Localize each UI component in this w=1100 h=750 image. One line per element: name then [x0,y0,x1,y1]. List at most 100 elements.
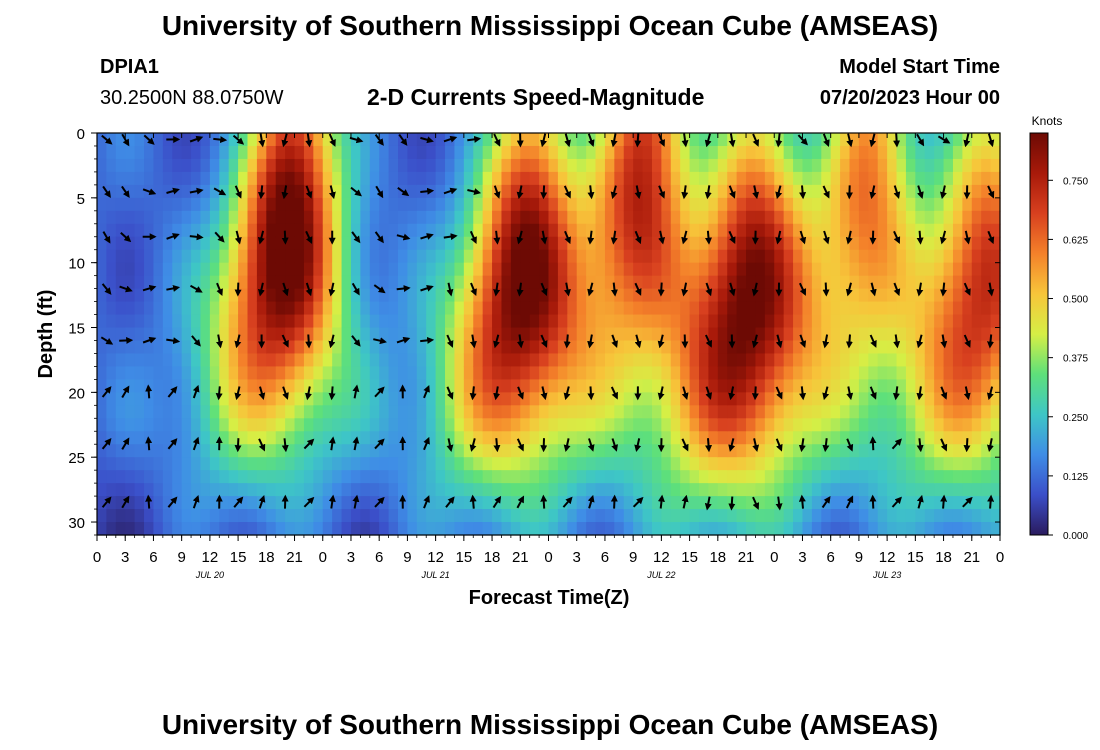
heatmap-cell [661,158,672,173]
heatmap-cell [689,314,700,329]
heatmap-cell [435,470,446,484]
heatmap-cell [840,275,851,290]
heatmap-cell [586,275,597,290]
heatmap-cell [313,210,324,225]
heatmap-cell [708,444,719,458]
heatmap-cell [219,197,230,212]
heatmap-cell [454,327,465,342]
heatmap-cell [313,470,324,484]
heatmap-cell [200,327,211,342]
heatmap-cell [266,262,277,277]
heatmap-cell [115,366,126,380]
heatmap-cell [670,444,681,458]
heatmap-cell [529,171,540,186]
heatmap-cell [877,483,888,497]
heatmap-cell [830,288,841,303]
heatmap-cell [708,197,719,212]
heatmap-cell [125,275,136,290]
heatmap-cell [595,509,606,523]
heatmap-cell [209,171,220,186]
heatmap-cell [172,353,183,368]
heatmap-cell [642,210,653,225]
heatmap-cell [398,314,409,329]
heatmap-cell [209,314,220,329]
heatmap-cell [567,418,578,432]
heatmap-cell [520,327,531,342]
heatmap-cell [746,314,757,329]
heatmap-cell [727,379,738,393]
heatmap-cell [454,275,465,290]
heatmap-cell [905,145,916,160]
heatmap-cell [633,223,644,238]
heatmap-cell [191,405,202,419]
current-arrow [191,335,201,347]
heatmap-cell [802,275,813,290]
heatmap-cell [633,145,644,160]
heatmap-cell [463,392,474,406]
heatmap-cell [162,210,173,225]
heatmap-cell [492,366,503,380]
heatmap-cell [981,509,992,523]
heatmap-cell [97,327,108,342]
current-arrow [799,230,807,245]
heatmap-cell [764,444,775,458]
heatmap-cell [285,223,296,238]
heatmap-cell [209,249,220,264]
heatmap-cell [115,197,126,212]
heatmap-cell [369,301,380,316]
heatmap-cell [971,184,982,199]
heatmap-cell [97,133,108,147]
heatmap-cell [191,457,202,471]
heatmap-cell [228,236,239,251]
heatmap-cell [501,340,512,355]
heatmap-cell [144,457,155,471]
heatmap-cell [924,340,935,355]
heatmap-cell [595,522,606,536]
heatmap-cell [181,275,192,290]
heatmap-cell [934,301,945,316]
heatmap-cell [557,509,568,523]
heatmap-cell [943,314,954,329]
heatmap-cell [341,496,352,510]
heatmap-cell [172,171,183,186]
heatmap-cell [256,249,267,264]
heatmap-cell [341,184,352,199]
heatmap-cell [623,210,634,225]
y-tick-label: 15 [68,321,85,338]
heatmap-cell [219,314,230,329]
heatmap-cell [200,379,211,393]
heatmap-cell [990,210,1001,225]
heatmap-cell [811,444,822,458]
heatmap-cell [238,353,249,368]
heatmap-cell [106,314,117,329]
heatmap-cell [501,496,512,510]
heatmap-cell [793,483,804,497]
date-label: JUL 21 [420,570,449,580]
heatmap-cell [529,405,540,419]
heatmap-cell [313,197,324,212]
current-arrow [658,185,666,199]
heatmap-cell [125,301,136,316]
heatmap-cell [407,418,418,432]
heatmap-cell [388,158,399,173]
heatmap-cell [557,522,568,536]
heatmap-cell [642,353,653,368]
heatmap-cell [840,158,851,173]
heatmap-cell [896,262,907,277]
heatmap-cell [633,210,644,225]
heatmap-cell [858,223,869,238]
heatmap-cell [303,275,314,290]
heatmap-cell [915,262,926,277]
heatmap-cell [228,301,239,316]
heatmap-cell [144,392,155,406]
heatmap-cell [915,327,926,342]
heatmap-cell [642,509,653,523]
heatmap-cell [990,418,1001,432]
heatmap-cell [868,353,879,368]
current-arrow [352,494,360,509]
current-arrow [563,334,571,349]
heatmap-cell [642,262,653,277]
heatmap-cell [407,483,418,497]
heatmap-cell [510,275,521,290]
heatmap-cell [209,392,220,406]
